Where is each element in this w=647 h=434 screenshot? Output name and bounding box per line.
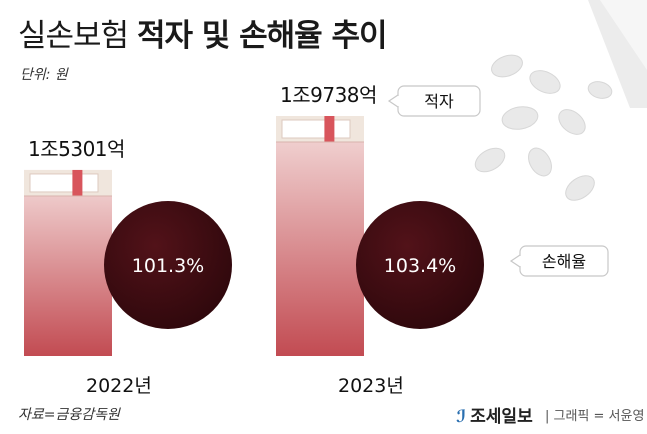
chart-title-light: 실손보험 <box>18 18 129 54</box>
unit-label: 단위: 원 <box>20 67 68 83</box>
legend-tag-deficit: 적자 <box>387 85 481 117</box>
deficit-value-label: 1조9738억 <box>280 83 377 107</box>
publisher-name: 조세일보 <box>470 407 533 427</box>
chart-title-bold: 적자 및 손해율 추이 <box>136 18 388 54</box>
year-label: 2022년 <box>86 375 152 397</box>
banknote-icon <box>281 119 351 139</box>
legend-tag-loss-ratio-text: 손해율 <box>542 252 586 271</box>
legend-tag-loss-ratio-pointer-mask <box>519 256 522 266</box>
money-band <box>324 116 335 142</box>
legend-tag-loss-ratio-pointer <box>509 254 521 268</box>
deficit-bar <box>24 169 112 356</box>
loss-ratio-label: 103.4% <box>384 255 456 277</box>
publisher-logo: ℐ 조세일보 <box>456 402 533 427</box>
loss-ratio-circle <box>104 201 232 329</box>
legend-tag-deficit-text: 적자 <box>424 92 454 111</box>
logo-icon: ℐ <box>456 407 467 427</box>
chart-title: 실손보험 적자 및 손해율 추이 <box>18 10 387 55</box>
graphic-credit: | 그래픽 = 서윤영 <box>545 409 645 424</box>
loss-ratio-label: 101.3% <box>132 255 204 277</box>
deficit-value-label: 1조5301억 <box>28 137 125 161</box>
money-band <box>72 169 83 196</box>
pill-bottle-icon <box>588 0 647 108</box>
banknote-icon <box>29 173 99 193</box>
loss-ratio-circle <box>356 201 484 329</box>
legend-tag-deficit-pointer-mask <box>397 96 400 106</box>
year-label: 2023년 <box>338 375 404 397</box>
legend-tag-deficit-pointer <box>387 94 399 108</box>
source-note: 자료=금융감독원 <box>18 407 120 423</box>
legend-tag-loss-ratio: 손해율 <box>509 245 609 277</box>
deficit-bar <box>276 116 364 356</box>
